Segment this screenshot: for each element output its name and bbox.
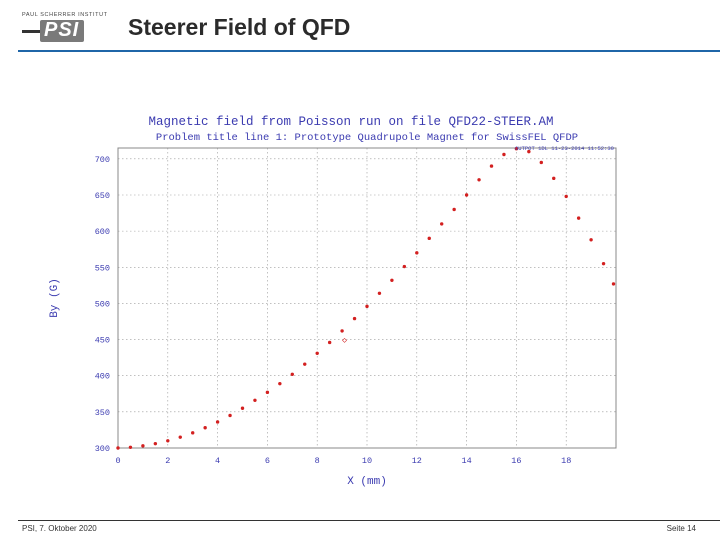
data-point [390,278,394,282]
data-point [327,340,332,345]
data-point [315,351,319,356]
data-point [240,406,245,410]
data-point [440,222,444,226]
logo-mark [40,20,84,42]
x-axis-label: X (mm) [347,476,387,488]
y-tick-label: 600 [95,227,110,237]
chart-subtitle: Problem title line 1: Prototype Quadrupo… [156,132,578,144]
title-divider [18,50,720,52]
data-point [153,441,158,446]
x-tick-label: 16 [511,456,521,466]
x-tick-label: 0 [115,456,120,466]
data-point [527,149,531,154]
data-point [141,444,145,448]
data-point [552,176,556,181]
data-point [514,147,519,151]
data-point [564,194,568,199]
psi-logo: PAUL SCHERRER INSTITUT PSI [22,12,108,46]
data-point [464,193,469,197]
x-tick-label: 18 [561,456,571,466]
x-tick-label: 6 [265,456,270,466]
data-point [489,164,494,168]
y-tick-label: 500 [95,299,110,309]
chart-title: Magnetic field from Poisson run on file … [148,115,553,129]
data-point [303,362,307,366]
chart-annotation: ◇ [342,337,347,346]
logo-text: PSI [44,19,80,41]
data-point [539,160,543,165]
data-point [128,445,133,449]
x-tick-label: 12 [412,456,422,466]
data-point [377,291,382,296]
data-point [265,390,270,395]
data-point [415,251,419,255]
data-point [352,316,357,321]
data-point [365,304,369,309]
data-point [402,264,407,269]
data-point [601,261,606,266]
data-point [166,439,170,443]
plot-frame [117,147,617,449]
x-tick-label: 10 [362,456,372,466]
x-tick-label: 14 [461,456,471,466]
data-point [215,420,220,424]
chart-stamp: OUTPOT 1DL 11-23-2014 11:52:30 [515,145,614,152]
data-point [290,372,294,376]
data-point [116,446,120,450]
data-point [427,236,431,241]
data-point [178,435,182,439]
data-point [611,282,616,286]
logo-institute-text: PAUL SCHERRER INSTITUT [22,12,108,18]
data-point [340,329,344,333]
y-tick-label: 350 [95,408,110,418]
data-point [253,398,257,402]
footer-date: PSI, 7. Oktober 2020 [22,524,97,533]
data-point [452,207,456,212]
chart-ticks: 0 2 4 6 8 10 12 14 16 18 300 350 400 450 500 550 600 650 7… [95,155,572,466]
footer-divider [18,520,720,521]
y-axis-label: By (G) [49,278,61,318]
x-tick-label: 2 [165,456,170,466]
data-point [191,431,195,435]
data-point [477,178,481,182]
data-point [203,426,207,430]
data-point [502,152,506,157]
data-point [589,238,593,242]
chart-grid [117,148,616,449]
data-point [278,381,282,386]
y-tick-label: 700 [95,155,110,165]
slide-title: Steerer Field of QFD [128,14,351,40]
y-tick-label: 400 [95,372,110,382]
x-tick-label: 4 [215,456,220,466]
y-tick-label: 450 [95,336,110,346]
data-point [576,216,581,220]
data-point [228,413,232,418]
y-tick-label: 550 [95,263,110,273]
y-tick-label: 650 [95,191,110,201]
chart-points [116,147,616,450]
y-tick-label: 300 [95,444,110,454]
x-tick-label: 8 [315,456,320,466]
footer-page-number: Seite 14 [666,524,696,533]
